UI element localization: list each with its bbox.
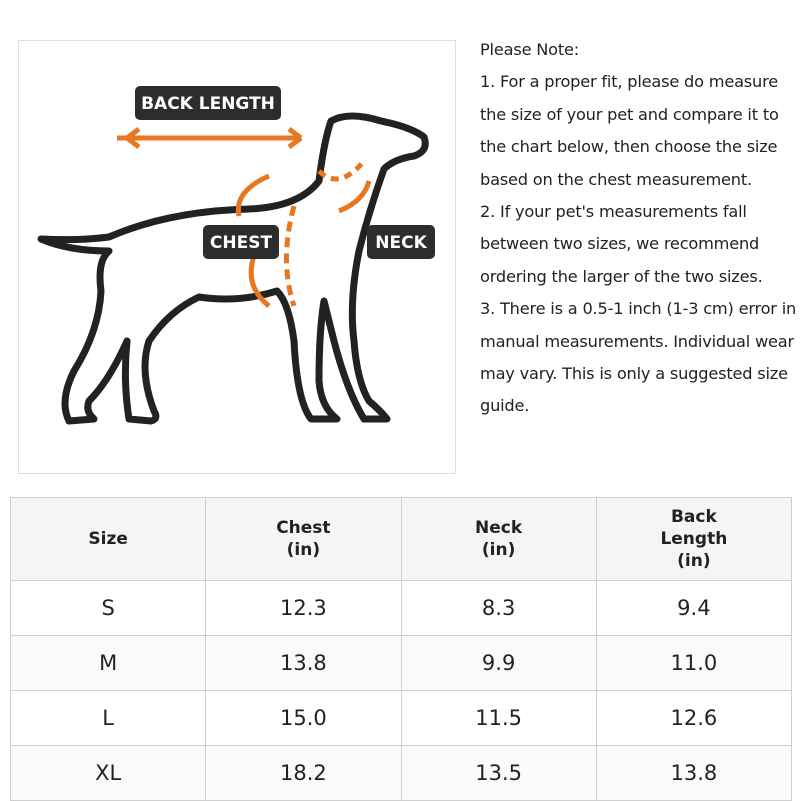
table-cell: 11.0 bbox=[595, 635, 793, 691]
table-row: M 13.8 9.9 11.0 bbox=[9, 635, 793, 691]
label-box bbox=[135, 86, 281, 120]
chest-dash bbox=[284, 205, 297, 307]
header-row: Size Chest (in) Neck (in) Back Length (i… bbox=[9, 497, 793, 581]
table-row: L 15.0 11.5 12.6 bbox=[9, 690, 793, 746]
chest-label: CHEST bbox=[210, 233, 273, 253]
header-cell: Back Length (in) bbox=[595, 497, 793, 581]
header-cell: Size bbox=[9, 497, 207, 581]
table-cell: M bbox=[9, 635, 207, 691]
note-item: 2. If your pet's measurements fall betwe… bbox=[480, 202, 763, 286]
dog-diagram: BACK LENGTH CHEST NECK bbox=[18, 40, 456, 474]
table-cell: XL bbox=[9, 745, 207, 801]
dog-outline bbox=[37, 112, 429, 425]
table-cell: 12.3 bbox=[205, 580, 402, 636]
neck-arrow bbox=[338, 180, 372, 214]
table-cell: 8.3 bbox=[400, 580, 597, 636]
table-cell: 9.4 bbox=[595, 580, 793, 636]
table-row: XL 18.2 13.5 13.8 bbox=[9, 745, 793, 801]
table-cell: S bbox=[9, 580, 207, 636]
header-cell: Chest (in) bbox=[205, 497, 402, 581]
table-cell: 13.5 bbox=[400, 745, 597, 801]
table-cell: 15.0 bbox=[205, 690, 402, 746]
label-box bbox=[203, 225, 279, 259]
table-cell: 12.6 bbox=[595, 690, 793, 746]
table-cell: 13.8 bbox=[595, 745, 793, 801]
table-body: S 12.3 8.3 9.4 M 13.8 9.9 11.0 L 15.0 11.5 12.6 XL 18… bbox=[9, 580, 793, 801]
table-cell: 18.2 bbox=[205, 745, 402, 801]
measure-arrows bbox=[117, 127, 372, 308]
note-item: 1. For a proper fit, please do measure t… bbox=[480, 72, 779, 189]
table-cell: 9.9 bbox=[400, 635, 597, 691]
table-cell: 11.5 bbox=[400, 690, 597, 746]
label-box bbox=[367, 225, 435, 259]
size-table: Size Chest (in) Neck (in) Back Length (i… bbox=[9, 497, 793, 801]
note-title: Please Note: bbox=[480, 40, 580, 59]
table-row: S 12.3 8.3 9.4 bbox=[9, 580, 793, 636]
back-length-label: BACK LENGTH bbox=[141, 94, 275, 114]
chest-arrow bbox=[235, 173, 271, 308]
header-cell: Neck (in) bbox=[400, 497, 597, 581]
table-cell: 13.8 bbox=[205, 635, 402, 691]
table-cell: L bbox=[9, 690, 207, 746]
note: Please Note: 1. For a proper fit, please… bbox=[480, 34, 798, 423]
note-item: 3. There is a 0.5-1 inch (1-3 cm) error … bbox=[480, 299, 797, 416]
dog-illustration: BACK LENGTH CHEST NECK bbox=[37, 86, 435, 425]
neck-label: NECK bbox=[375, 233, 427, 253]
